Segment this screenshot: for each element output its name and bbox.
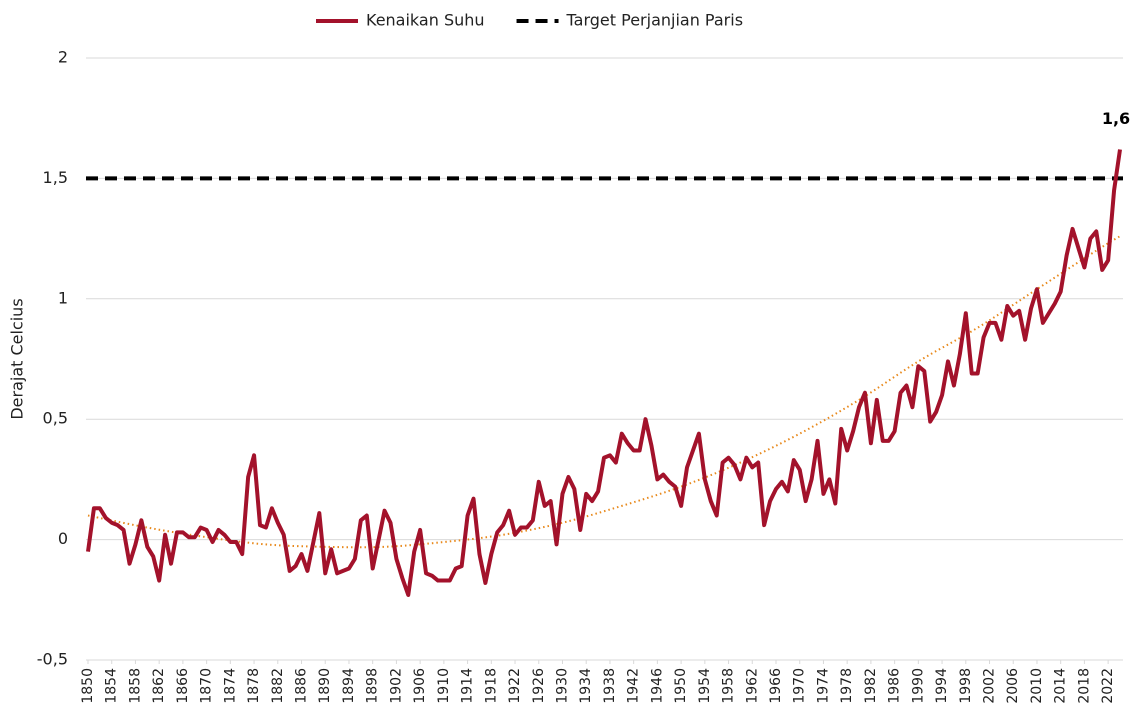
x-tick-label: 2022 — [1100, 668, 1116, 704]
y-tick-label: 0 — [58, 529, 68, 548]
y-tick-label: -0,5 — [37, 650, 68, 669]
x-tick-label: 1970 — [792, 668, 808, 704]
x-tick-label: 1926 — [531, 668, 547, 704]
x-tick-label: 1854 — [104, 668, 120, 704]
x-tick-label: 1934 — [578, 668, 594, 704]
x-tick-label: 1894 — [341, 668, 357, 704]
x-tick-label: 1874 — [222, 668, 238, 704]
x-tick-label: 1994 — [934, 668, 950, 704]
x-tick-label: 1954 — [697, 668, 713, 704]
x-tick-label: 1990 — [910, 668, 926, 704]
x-tick-label: 1890 — [317, 668, 333, 704]
x-tick-label: 1958 — [721, 668, 737, 704]
x-tick-label: 1858 — [127, 668, 143, 704]
x-tick-label: 1946 — [649, 668, 665, 704]
x-tick-label: 1942 — [626, 668, 642, 704]
x-tick-label: 1906 — [412, 668, 428, 704]
x-tick-label: 1974 — [815, 668, 831, 704]
legend-label: Target Perjanjian Paris — [566, 11, 744, 30]
x-tick-label: 1914 — [460, 668, 476, 704]
x-tick-label: 1982 — [863, 668, 879, 704]
x-tick-label: 1910 — [436, 668, 452, 704]
legend-label: Kenaikan Suhu — [366, 11, 485, 30]
annotation: 1,6 — [1102, 109, 1130, 128]
x-tick-label: 1938 — [602, 668, 618, 704]
x-tick-label: 1902 — [388, 668, 404, 704]
x-tick-label: 2014 — [1053, 668, 1069, 704]
x-tick-label: 1950 — [673, 668, 689, 704]
trendline — [87, 235, 1121, 549]
x-tick-label: 1978 — [839, 668, 855, 704]
x-tick-label: 1866 — [175, 668, 191, 704]
x-tick-label: 2002 — [982, 668, 998, 704]
x-tick-label: 2006 — [1005, 668, 1021, 704]
x-tick-label: 1998 — [958, 668, 974, 704]
data-line — [86, 149, 1122, 597]
x-tick-label: 1930 — [554, 668, 570, 704]
x-tick-label: 1918 — [483, 668, 499, 704]
x-tick-label: 1878 — [246, 668, 262, 704]
x-tick-label: 1850 — [80, 668, 96, 704]
x-tick-label: 1962 — [744, 668, 760, 704]
y-tick-label: 1,5 — [43, 168, 68, 187]
y-tick-label: 2 — [58, 48, 68, 67]
x-tick-label: 1922 — [507, 668, 523, 704]
x-tick-label: 1898 — [365, 668, 381, 704]
x-tick-label: 1986 — [887, 668, 903, 704]
x-tick-label: 1886 — [294, 668, 310, 704]
x-tick-label: 1870 — [199, 668, 215, 704]
x-tick-label: 1862 — [151, 668, 167, 704]
x-tick-label: 1882 — [270, 668, 286, 704]
x-tick-label: 2018 — [1076, 668, 1092, 704]
y-tick-label: 0,5 — [43, 409, 68, 428]
x-tick-label: 2010 — [1029, 668, 1045, 704]
x-tick-label: 1966 — [768, 668, 784, 704]
y-tick-label: 1 — [58, 288, 68, 307]
y-axis-label: Derajat Celcius — [8, 298, 27, 419]
